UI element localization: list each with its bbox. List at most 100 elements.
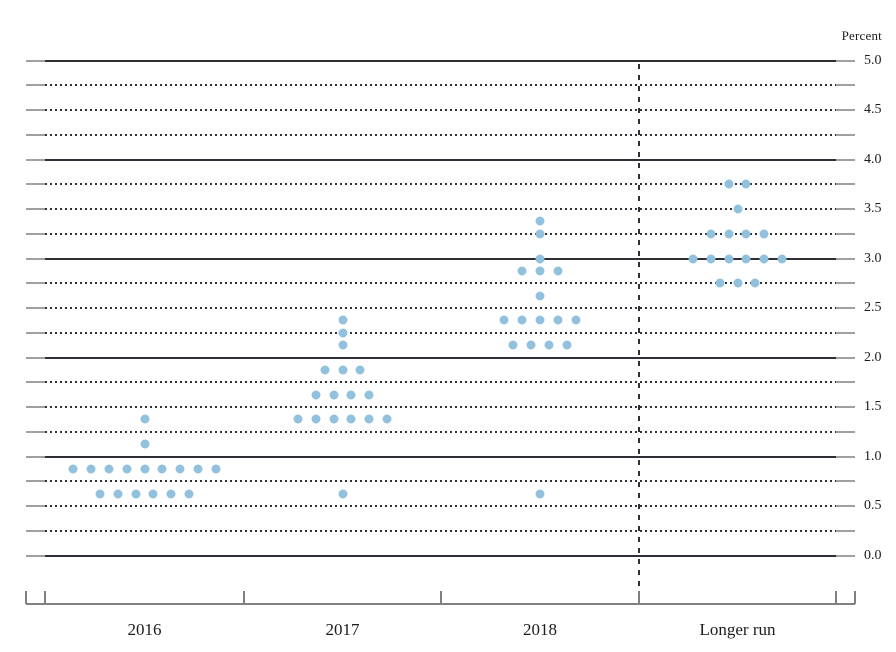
gridline-dotted (26, 406, 855, 408)
y-axis-label: 1.0 (864, 448, 882, 464)
gridline-solid (26, 356, 855, 359)
gridline-left-cap (26, 455, 45, 458)
gridline-dotted (26, 381, 855, 384)
longer-run-separator-dashed-line (638, 64, 640, 604)
projection-dot (338, 315, 347, 325)
projection-dot (338, 489, 347, 499)
gridline-body (45, 455, 836, 458)
gridline-right-cap (836, 331, 855, 334)
gridline-body (45, 232, 836, 235)
projection-dot (688, 254, 698, 263)
gridline-body (45, 282, 836, 285)
projection-dot (364, 414, 374, 424)
gridline-body (45, 331, 836, 334)
gridline-right-cap (836, 208, 855, 210)
gridline-solid (26, 158, 855, 161)
gridline-right-cap (836, 554, 855, 557)
gridline-right-cap (836, 232, 855, 235)
projection-dot (526, 340, 536, 350)
gridline-solid (26, 455, 855, 458)
y-axis-label: 0.0 (864, 547, 882, 563)
projection-dot (706, 229, 716, 239)
gridline-left-cap (26, 59, 45, 62)
projection-dot (715, 278, 725, 288)
y-axis-unit-label: Percent (841, 28, 882, 43)
gridline-dotted (26, 208, 855, 210)
gridline-right-cap (836, 505, 855, 507)
gridline-left-cap (26, 406, 45, 408)
projection-dot (535, 254, 545, 263)
projection-dot (499, 315, 509, 325)
gridline-left-cap (26, 307, 45, 309)
gridline-body (45, 59, 836, 62)
gridline-dotted (26, 232, 855, 235)
gridline-dotted (26, 480, 855, 483)
gridline-dotted (26, 430, 855, 433)
gridline-right-cap (836, 109, 855, 111)
projection-dot (741, 179, 751, 189)
projection-dot (535, 216, 545, 226)
gridline-body (45, 356, 836, 359)
projection-dot (338, 365, 347, 375)
gridline-left-cap (26, 84, 45, 87)
gridline-left-cap (26, 208, 45, 210)
x-axis-tick (44, 591, 46, 604)
gridline-left-cap (26, 529, 45, 532)
gridline-right-cap (836, 381, 855, 384)
gridline-dotted (26, 84, 855, 87)
gridline-dotted (26, 282, 855, 285)
gridline-dotted (26, 109, 855, 111)
projection-dot (157, 464, 167, 474)
x-axis-category-label: Longer run (699, 620, 776, 639)
projection-dot (777, 254, 787, 263)
gridline-right-cap (836, 183, 855, 186)
projection-dot (535, 291, 545, 301)
gridline-body (45, 406, 836, 408)
gridline-right-cap (836, 133, 855, 136)
gridline-right-cap (836, 480, 855, 483)
gridline-solid (26, 257, 855, 260)
projection-dot (175, 464, 185, 474)
projection-dot (193, 464, 203, 474)
projection-dot (95, 489, 105, 499)
gridline-body (45, 554, 836, 557)
projection-dot (724, 179, 734, 189)
projection-dot (382, 414, 392, 424)
projection-dot (553, 315, 563, 325)
projection-dot (364, 390, 374, 400)
y-axis-label: 2.5 (864, 300, 882, 315)
projection-dot (140, 414, 149, 424)
projection-dot (535, 489, 545, 499)
projection-dot (68, 464, 78, 474)
projection-dot (355, 365, 365, 375)
gridline-right-cap (836, 158, 855, 161)
x-axis-category-label: 2017 (325, 620, 360, 639)
y-axis-label: 5.0 (864, 52, 882, 68)
projection-dot (338, 340, 347, 350)
projection-dot (544, 340, 554, 350)
projection-dot (517, 315, 527, 325)
projection-dot (86, 464, 96, 474)
projection-dot (148, 489, 158, 499)
projection-dot (329, 414, 339, 424)
gridline-body (45, 133, 836, 136)
gridline-left-cap (26, 430, 45, 433)
projection-dot (140, 439, 149, 449)
y-axis-label: 3.5 (864, 201, 882, 216)
projection-dot (571, 315, 581, 325)
projection-dot (517, 266, 527, 276)
projection-dot (741, 254, 751, 263)
projection-dot (759, 254, 769, 263)
gridline-dotted (26, 529, 855, 532)
gridline-left-cap (26, 257, 45, 260)
gridline-body (45, 158, 836, 161)
gridline-body (45, 257, 836, 260)
projection-dot (750, 278, 760, 288)
x-axis-tick (440, 591, 442, 604)
projection-dot (508, 340, 518, 350)
projection-dot (166, 489, 176, 499)
gridline-left-cap (26, 158, 45, 161)
projection-dot (338, 328, 347, 338)
x-axis-tick (25, 591, 27, 604)
